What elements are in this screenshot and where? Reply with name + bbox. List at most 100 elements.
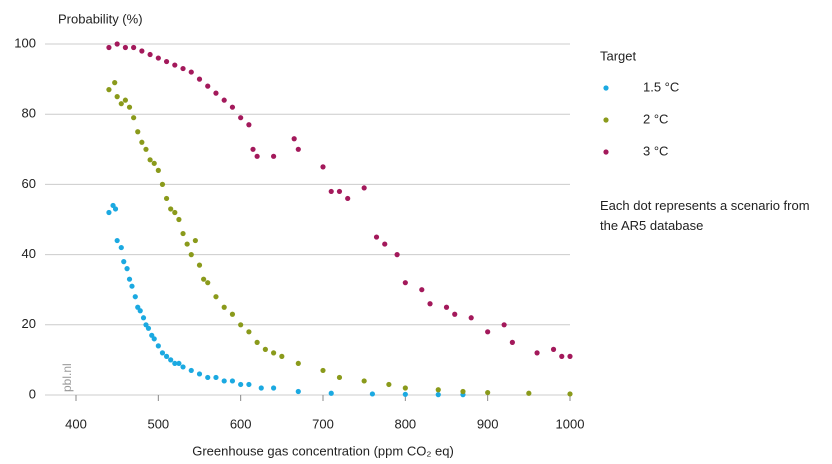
scatter-point [221,378,227,384]
scatter-point [213,374,219,381]
scatter-point [139,139,145,145]
scatter-point [567,353,573,359]
scatter-point [122,97,128,103]
legend-marker [603,117,609,123]
scatter-point [196,76,203,82]
scatter-point [213,294,219,300]
scatter-point [192,237,198,244]
scatter-point [336,188,343,195]
scatter-point [114,237,120,244]
scatter-point [132,294,138,300]
x-tick-label: 700 [312,416,334,431]
scatter-point [163,353,170,359]
scatter-point [176,360,182,367]
scatter-point [201,276,207,282]
scatter-point [386,381,392,388]
scatter-point [402,391,408,397]
y-tick-label: 100 [14,35,36,50]
scatter-point [369,391,375,397]
x-tick-label: 1000 [556,416,585,431]
x-tick-label: 500 [147,416,169,431]
scatter-point [147,157,153,163]
scatter-point [172,209,178,216]
scatter-point [172,360,178,367]
scatter-point [361,185,367,191]
scatter-point [271,385,277,391]
scatter-point [196,371,203,377]
scatter-point [205,374,211,381]
scatter-point [184,241,190,247]
scatter-point [163,195,170,202]
scatter-point [229,378,236,384]
scatter-point [509,339,515,345]
scatter-point [155,167,161,173]
scatter-point [139,48,145,54]
scatter-point [402,280,408,286]
y-tick-label: 80 [22,106,36,121]
scatter-point [106,209,112,216]
annotation: Each dot represents a scenario from the … [600,198,810,233]
scatter-point [229,311,236,317]
scatter-point [328,188,334,195]
scatter-point [180,364,186,370]
x-tick-label: 600 [230,416,252,431]
scatter-point [320,164,326,170]
scatter-point [238,381,244,388]
scatter-point [135,129,141,135]
scatter-point [419,287,425,293]
scatter-point [180,230,186,237]
scatter-point [250,146,256,152]
y-tick-label: 60 [22,176,36,191]
scatter-point [361,378,367,384]
scatter-point [188,252,194,258]
scatter-point [254,339,260,345]
scatter-point [345,195,351,202]
scatter-point [501,322,507,328]
scatter-point [145,325,152,331]
scatter-point [221,97,227,103]
x-tick-label: 900 [477,416,499,431]
scatter-point [328,390,334,396]
scatter-point [188,69,194,75]
x-tick-label: 800 [394,416,416,431]
scatter-point [112,80,118,86]
scatter-point [567,391,573,397]
scatter-point [129,283,135,289]
scatter-point [485,329,491,335]
y-axis-label: Probability (%) [58,11,143,26]
scatter-point [238,115,244,121]
scatter-point [460,388,466,395]
scatter-point [279,353,285,359]
scatter-point [124,266,130,272]
scatter-point [559,353,565,359]
scatter-point [168,206,174,212]
y-tick-label: 40 [22,246,36,261]
scatter-point [168,357,174,363]
legend-label: 1.5 °C [643,79,679,94]
legend-title: Target [600,48,637,63]
scatter-point [246,329,252,335]
x-tick-label: 400 [65,416,87,431]
scatter-point [320,367,326,374]
scatter-point [122,44,128,51]
scatter-point [254,153,260,159]
scatter-point [114,94,120,100]
scatter-point [196,262,203,268]
x-axis-label: Greenhouse gas concentration (ppm CO₂ eq… [192,443,454,458]
scatter-point [159,181,166,187]
scatter-point [147,51,153,58]
scatter-point [402,385,408,391]
scatter-point [271,350,277,356]
scatter-point [106,87,112,93]
scatter-point [180,65,186,72]
scatter-point [221,304,227,310]
scatter-point [373,234,380,240]
scatter-point [229,104,236,110]
scatter-point [258,385,264,391]
scatter-point [295,146,301,152]
scatter-point [151,336,157,342]
scatter-point [172,62,178,68]
scatter-point [205,83,211,89]
